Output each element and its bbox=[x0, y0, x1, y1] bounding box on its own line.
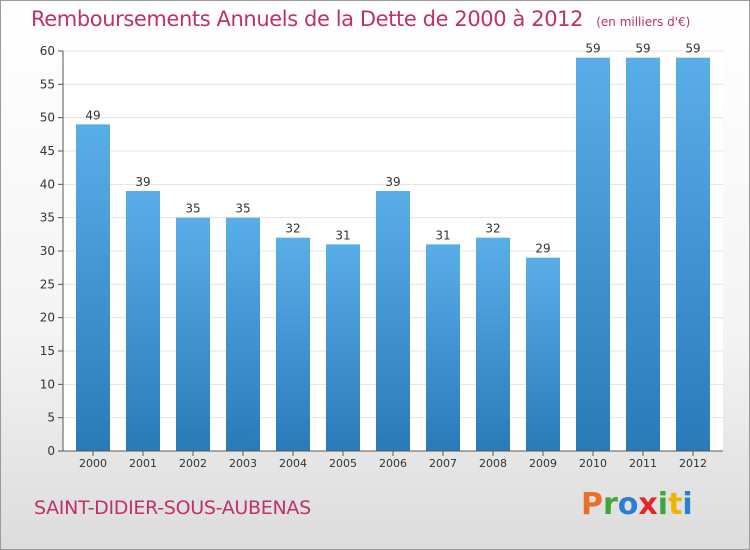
bar bbox=[576, 57, 610, 452]
x-tick-label: 2007 bbox=[429, 457, 457, 470]
bar bbox=[326, 244, 360, 451]
bar bbox=[76, 124, 110, 451]
data-label: 59 bbox=[685, 42, 700, 56]
bar bbox=[626, 57, 660, 452]
logo-letter: r bbox=[603, 487, 618, 522]
data-label: 31 bbox=[435, 228, 450, 242]
y-tick-label: 50 bbox=[40, 111, 55, 125]
bar bbox=[226, 217, 260, 451]
data-label: 32 bbox=[485, 222, 500, 236]
chart-unit: (en milliers d'€) bbox=[596, 15, 691, 29]
logo-letter: i bbox=[657, 487, 669, 522]
y-tick-label: 60 bbox=[40, 44, 55, 58]
bar bbox=[426, 244, 460, 451]
data-label: 29 bbox=[535, 242, 550, 256]
x-tick-label: 2003 bbox=[229, 457, 257, 470]
data-label: 59 bbox=[635, 42, 650, 56]
logo-letter: i bbox=[682, 487, 693, 522]
data-label: 35 bbox=[235, 202, 250, 216]
x-tick-label: 2011 bbox=[629, 457, 657, 470]
y-tick-label: 5 bbox=[47, 411, 55, 425]
y-tick-label: 0 bbox=[47, 444, 55, 458]
data-label: 39 bbox=[385, 175, 400, 189]
x-tick-label: 2001 bbox=[129, 457, 157, 470]
x-tick-label: 2008 bbox=[479, 457, 507, 470]
data-label: 39 bbox=[135, 175, 150, 189]
data-label: 49 bbox=[85, 108, 100, 122]
y-tick-label: 30 bbox=[40, 244, 55, 258]
y-tick-label: 10 bbox=[40, 377, 55, 391]
logo-letter: o bbox=[617, 487, 639, 522]
bar bbox=[176, 217, 210, 451]
y-tick-label: 45 bbox=[40, 144, 55, 158]
y-tick-label: 20 bbox=[40, 311, 55, 325]
logo-letter: x bbox=[638, 487, 658, 522]
bar bbox=[276, 237, 310, 451]
y-tick-label: 15 bbox=[40, 344, 55, 358]
data-label: 31 bbox=[335, 228, 350, 242]
y-tick-label: 40 bbox=[40, 177, 55, 191]
data-label: 59 bbox=[585, 42, 600, 56]
bar bbox=[126, 191, 160, 451]
chart-title-text: Remboursements Annuels de la Dette de 20… bbox=[31, 7, 584, 31]
x-tick-label: 2010 bbox=[579, 457, 607, 470]
data-label: 35 bbox=[185, 202, 200, 216]
logo-letter: P bbox=[581, 487, 603, 522]
x-tick-label: 2000 bbox=[79, 457, 107, 470]
x-tick-label: 2005 bbox=[329, 457, 357, 470]
logo-letter: t bbox=[668, 487, 683, 522]
y-tick-label: 35 bbox=[40, 211, 55, 225]
bar bbox=[476, 237, 510, 451]
x-tick-label: 2006 bbox=[379, 457, 407, 470]
y-tick-label: 25 bbox=[40, 277, 55, 291]
x-tick-label: 2012 bbox=[679, 457, 707, 470]
proxiti-logo[interactable]: Proxiti bbox=[581, 487, 693, 522]
x-tick-label: 2009 bbox=[529, 457, 557, 470]
commune-name: SAINT-DIDIER-SOUS-AUBENAS bbox=[34, 497, 311, 519]
bar bbox=[676, 57, 710, 452]
bar bbox=[376, 191, 410, 451]
x-tick-label: 2004 bbox=[279, 457, 307, 470]
chart-title: Remboursements Annuels de la Dette de 20… bbox=[31, 7, 690, 31]
x-tick-label: 2002 bbox=[179, 457, 207, 470]
bar bbox=[526, 257, 560, 451]
y-tick-label: 55 bbox=[40, 77, 55, 91]
data-label: 32 bbox=[285, 222, 300, 236]
